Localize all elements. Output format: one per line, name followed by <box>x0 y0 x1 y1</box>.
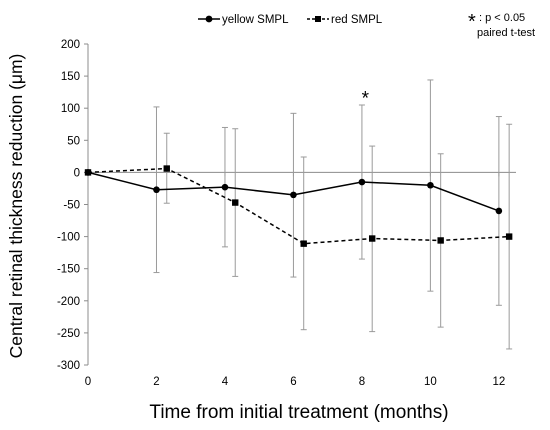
significance-note-symbol: * <box>468 11 476 33</box>
significance-note-line1: : p < 0.05 <box>479 12 525 24</box>
y-tick-label: 50 <box>67 135 80 147</box>
y-tick-label: -100 <box>57 232 80 244</box>
legend-label-red: red SMPL <box>331 14 383 26</box>
legend: yellow SMPL red SMPL <box>198 14 383 26</box>
x-tick-label: 2 <box>153 376 159 388</box>
y-tick-label: 0 <box>74 167 80 179</box>
y-tick-label: -300 <box>57 360 80 372</box>
x-axis-title: Time from initial treatment (months) <box>149 402 448 423</box>
data-point-red-smpl <box>163 165 170 172</box>
data-point-red-smpl <box>300 240 307 247</box>
y-tick-label: 150 <box>61 71 80 83</box>
series-markers <box>84 165 513 247</box>
data-point-yellow-smpl <box>221 183 229 191</box>
y-tick-label: -150 <box>57 264 80 276</box>
data-point-yellow-smpl <box>358 178 366 186</box>
significance-asterisk: * <box>362 89 370 110</box>
legend-marker-red <box>315 16 321 22</box>
x-tick-label: 8 <box>359 376 365 388</box>
error-bars <box>153 79 513 350</box>
y-axis-title: Central retinal thickness reduction (μm) <box>6 54 26 359</box>
significance-note: * : p < 0.05 paired t-test <box>468 11 535 39</box>
legend-label-yellow: yellow SMPL <box>222 14 289 26</box>
x-tick-label: 0 <box>85 376 91 388</box>
data-point-red-smpl <box>505 233 513 240</box>
series-line-red-smpl <box>87 167 510 245</box>
y-tick-label: -250 <box>57 328 80 340</box>
data-point-red-smpl <box>437 237 444 244</box>
data-point-red-smpl <box>232 199 239 206</box>
y-tick-label: -50 <box>63 200 80 212</box>
y-tick-label: 100 <box>61 103 80 115</box>
data-point-yellow-smpl <box>290 191 297 199</box>
axes <box>84 43 516 366</box>
significance-note-text: : p < 0.05 <box>479 12 525 24</box>
data-point-yellow-smpl <box>495 207 503 215</box>
x-tick-label: 6 <box>290 376 296 388</box>
y-tick-label: 200 <box>61 39 80 51</box>
data-point-yellow-smpl <box>153 186 160 194</box>
tick-labels: 200 150 100 50 0 -50 -100 -150 -200 -250 -300 0 2 4 6 8… <box>57 39 505 388</box>
legend-marker-yellow <box>205 15 213 23</box>
x-tick-label: 12 <box>492 376 505 388</box>
data-point-yellow-smpl <box>427 181 434 189</box>
data-point-red-smpl <box>84 169 92 176</box>
x-tick-label: 10 <box>424 376 437 388</box>
series-lines <box>87 167 510 245</box>
y-tick-label: -200 <box>57 296 80 308</box>
x-tick-label: 4 <box>222 376 229 388</box>
data-point-red-smpl <box>368 235 376 242</box>
significance-note-line2: paired t-test <box>477 27 535 39</box>
